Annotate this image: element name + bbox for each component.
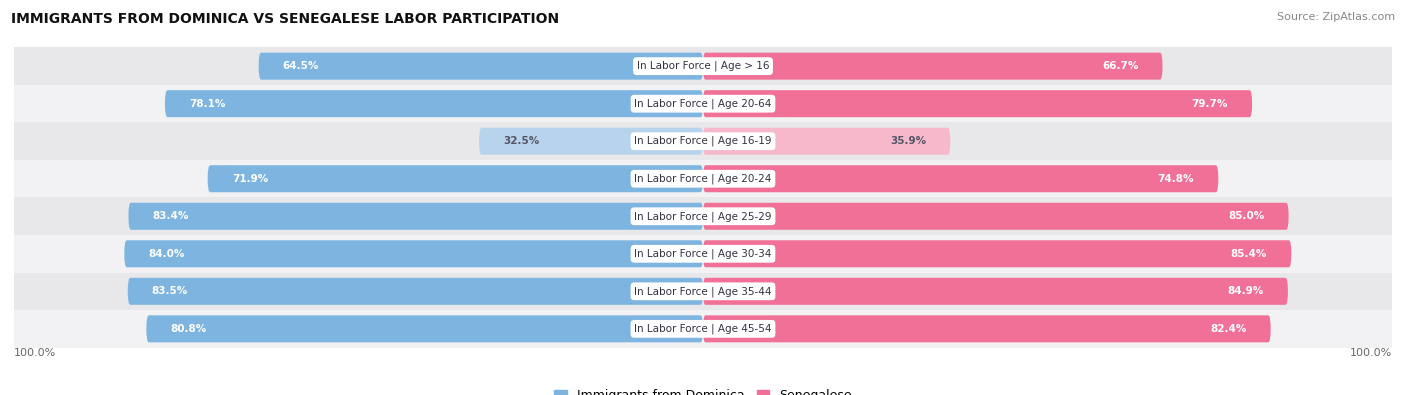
Legend: Immigrants from Dominica, Senegalese: Immigrants from Dominica, Senegalese xyxy=(550,384,856,395)
Text: 83.5%: 83.5% xyxy=(152,286,188,296)
FancyBboxPatch shape xyxy=(703,203,1289,230)
Text: Source: ZipAtlas.com: Source: ZipAtlas.com xyxy=(1277,12,1395,22)
Text: 32.5%: 32.5% xyxy=(503,136,540,146)
FancyBboxPatch shape xyxy=(703,278,1288,305)
FancyBboxPatch shape xyxy=(128,203,703,230)
Text: 82.4%: 82.4% xyxy=(1211,324,1247,334)
Text: 83.4%: 83.4% xyxy=(152,211,188,221)
Text: 100.0%: 100.0% xyxy=(1350,348,1392,357)
Text: 74.8%: 74.8% xyxy=(1157,174,1194,184)
Bar xyxy=(14,122,1392,160)
Text: 84.9%: 84.9% xyxy=(1227,286,1264,296)
Text: In Labor Force | Age 16-19: In Labor Force | Age 16-19 xyxy=(634,136,772,147)
Text: 85.0%: 85.0% xyxy=(1229,211,1264,221)
FancyBboxPatch shape xyxy=(165,90,703,117)
FancyBboxPatch shape xyxy=(479,128,703,155)
FancyBboxPatch shape xyxy=(703,240,1291,267)
FancyBboxPatch shape xyxy=(259,53,703,80)
Text: 66.7%: 66.7% xyxy=(1102,61,1139,71)
Text: 78.1%: 78.1% xyxy=(188,99,225,109)
FancyBboxPatch shape xyxy=(124,240,703,267)
Text: 35.9%: 35.9% xyxy=(890,136,927,146)
Bar xyxy=(14,273,1392,310)
FancyBboxPatch shape xyxy=(146,315,703,342)
Text: In Labor Force | Age 35-44: In Labor Force | Age 35-44 xyxy=(634,286,772,297)
Text: In Labor Force | Age 20-24: In Labor Force | Age 20-24 xyxy=(634,173,772,184)
FancyBboxPatch shape xyxy=(703,53,1163,80)
FancyBboxPatch shape xyxy=(703,165,1219,192)
Bar xyxy=(14,235,1392,273)
Bar xyxy=(14,160,1392,198)
FancyBboxPatch shape xyxy=(703,90,1253,117)
Bar xyxy=(14,85,1392,122)
Text: In Labor Force | Age 30-34: In Labor Force | Age 30-34 xyxy=(634,248,772,259)
Text: 100.0%: 100.0% xyxy=(14,348,56,357)
Text: 80.8%: 80.8% xyxy=(170,324,207,334)
Text: 84.0%: 84.0% xyxy=(149,249,184,259)
Text: In Labor Force | Age 25-29: In Labor Force | Age 25-29 xyxy=(634,211,772,222)
FancyBboxPatch shape xyxy=(703,315,1271,342)
Bar xyxy=(14,310,1392,348)
Text: 64.5%: 64.5% xyxy=(283,61,319,71)
Text: 85.4%: 85.4% xyxy=(1230,249,1267,259)
Text: 71.9%: 71.9% xyxy=(232,174,269,184)
FancyBboxPatch shape xyxy=(208,165,703,192)
Bar xyxy=(14,47,1392,85)
Bar xyxy=(14,198,1392,235)
FancyBboxPatch shape xyxy=(128,278,703,305)
Text: 79.7%: 79.7% xyxy=(1192,99,1227,109)
FancyBboxPatch shape xyxy=(703,128,950,155)
Text: In Labor Force | Age > 16: In Labor Force | Age > 16 xyxy=(637,61,769,71)
Text: In Labor Force | Age 45-54: In Labor Force | Age 45-54 xyxy=(634,324,772,334)
Text: In Labor Force | Age 20-64: In Labor Force | Age 20-64 xyxy=(634,98,772,109)
Text: IMMIGRANTS FROM DOMINICA VS SENEGALESE LABOR PARTICIPATION: IMMIGRANTS FROM DOMINICA VS SENEGALESE L… xyxy=(11,12,560,26)
